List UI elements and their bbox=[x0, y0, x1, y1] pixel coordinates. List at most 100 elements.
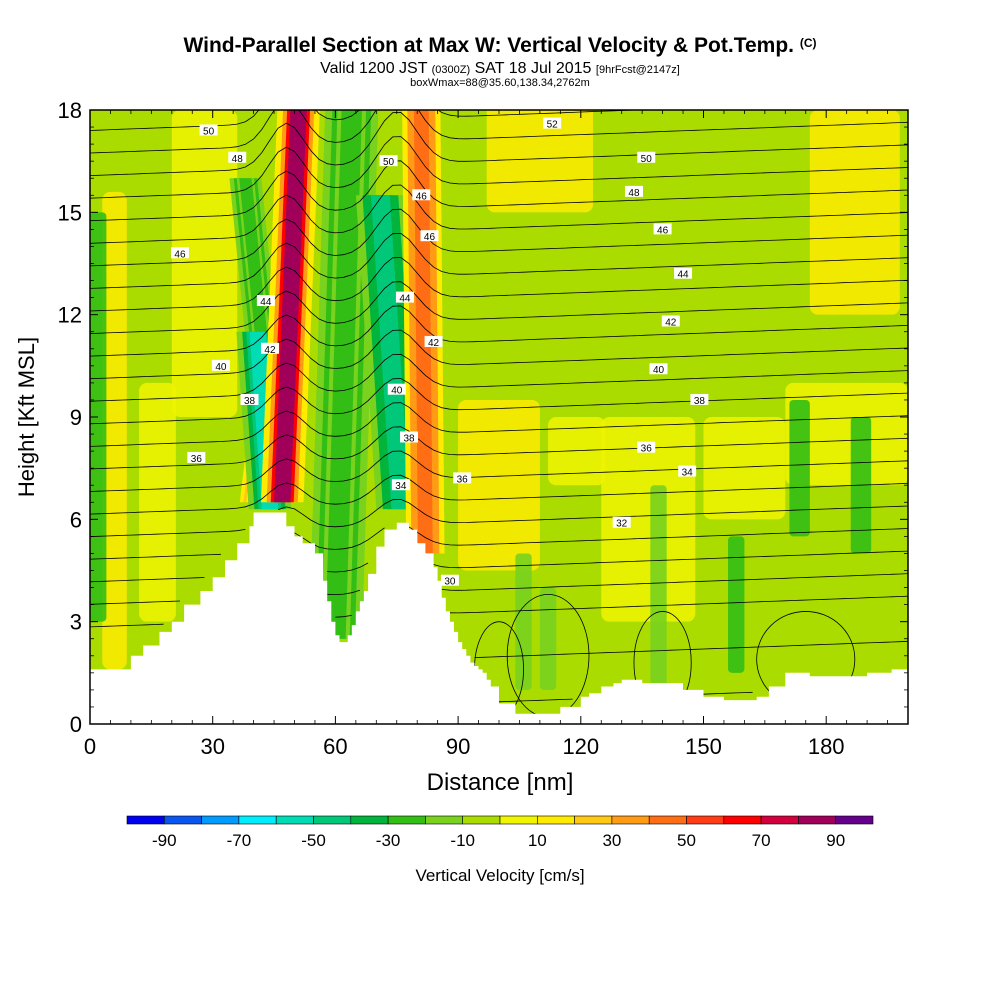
theta-label-text: 36 bbox=[641, 444, 653, 455]
colorbar-swatch bbox=[760, 815, 799, 825]
theta-label-box bbox=[612, 516, 631, 528]
colorbar-swatch bbox=[499, 815, 538, 825]
theta-contour bbox=[90, 136, 908, 199]
theta-contour-label: 42 bbox=[260, 342, 279, 356]
vertical-velocity-band bbox=[413, 110, 433, 554]
x-tick-label: 90 bbox=[446, 734, 470, 759]
theta-label-text: 34 bbox=[682, 468, 694, 479]
weak-downdraft-patch bbox=[728, 536, 745, 673]
theta-label-text: 42 bbox=[428, 338, 440, 349]
theta-contour bbox=[90, 498, 908, 538]
y-tick-label: 3 bbox=[70, 610, 82, 635]
theta-label-text: 30 bbox=[444, 577, 456, 588]
colorbar-swatch bbox=[238, 815, 277, 825]
weak-downdraft-patch bbox=[789, 399, 810, 537]
theta-label-box bbox=[379, 155, 398, 167]
theta-contour bbox=[90, 450, 908, 492]
x-tick-label: 120 bbox=[562, 734, 599, 759]
colorbar-tick-label: 90 bbox=[826, 831, 845, 850]
x-tick-label: 30 bbox=[200, 734, 224, 759]
theta-contour bbox=[90, 353, 908, 402]
theta-label-text: 32 bbox=[616, 519, 628, 530]
theta-label-text: 48 bbox=[232, 154, 244, 165]
theta-contour bbox=[90, 526, 908, 560]
theta-contour bbox=[90, 595, 908, 628]
colorbar-swatch bbox=[313, 815, 352, 825]
theta-label-text: 40 bbox=[653, 365, 665, 376]
theta-contour bbox=[90, 281, 908, 334]
colorbar-swatch bbox=[574, 815, 613, 825]
theta-contour-label: 38 bbox=[240, 393, 259, 407]
theta-label-box bbox=[543, 117, 562, 129]
x-tick-label: 60 bbox=[323, 734, 347, 759]
theta-label-box bbox=[661, 315, 680, 327]
theta-contour-label: 44 bbox=[395, 291, 414, 305]
theta-contour-label: 38 bbox=[690, 393, 709, 407]
colorbar-tick-label: 50 bbox=[677, 831, 696, 850]
boxwmax-info: boxWmax=88@35.60,138.34,2762m bbox=[410, 77, 590, 89]
colorbar-tick-label: 10 bbox=[528, 831, 547, 850]
colorbar-swatch bbox=[462, 815, 501, 825]
theta-contour-label: 34 bbox=[391, 479, 410, 492]
theta-label-box bbox=[424, 335, 443, 347]
theta-label-box bbox=[637, 151, 656, 163]
theta-label-box bbox=[170, 247, 189, 259]
weak-downdraft-patch bbox=[650, 485, 667, 690]
theta-label-text: 46 bbox=[657, 225, 669, 236]
theta-contour-label: 32 bbox=[612, 516, 631, 530]
theta-contour bbox=[90, 257, 908, 312]
theta-label-text: 38 bbox=[244, 396, 256, 407]
theta-label-box bbox=[649, 363, 668, 375]
weak-updraft-patch bbox=[601, 417, 696, 622]
theta-label-text: 46 bbox=[416, 191, 428, 202]
theta-contour-label: 40 bbox=[387, 383, 406, 397]
theta-contour-label: 42 bbox=[424, 335, 443, 349]
y-tick-label: 18 bbox=[58, 98, 82, 123]
colorbar-swatch bbox=[686, 815, 725, 825]
colorbar-swatch bbox=[798, 815, 837, 825]
theta-label-text: 36 bbox=[191, 454, 203, 465]
theta-contour-label: 42 bbox=[661, 315, 680, 328]
theta-contour-label: 34 bbox=[678, 465, 697, 479]
x-tick-label: 0 bbox=[84, 734, 96, 759]
theta-label-box bbox=[420, 230, 439, 242]
colorbar-title: Vertical Velocity [cm/s] bbox=[415, 866, 584, 885]
theta-contour-label: 52 bbox=[543, 117, 562, 131]
colorbar-swatch bbox=[126, 815, 165, 825]
theta-contour bbox=[90, 573, 908, 605]
theta-label-box bbox=[674, 267, 693, 279]
colorbar-swatch bbox=[201, 815, 240, 825]
theta-contour bbox=[90, 160, 908, 222]
theta-contour bbox=[90, 208, 908, 267]
theta-contour bbox=[90, 550, 908, 583]
colorbar-swatch bbox=[350, 815, 389, 825]
weak-updraft-patch bbox=[809, 110, 900, 315]
chart-title: Wind-Parallel Section at Max W: Vertical… bbox=[0, 34, 1000, 58]
theta-label-box bbox=[260, 342, 279, 354]
colorbar-tick-label: -30 bbox=[376, 831, 401, 850]
colorbar: -90 -70 -50 -30 -10 10 30 50 70 90 bbox=[126, 815, 874, 850]
colorbar-tick-label: -50 bbox=[301, 831, 326, 850]
copyright-mark: (C) bbox=[799, 36, 817, 50]
valid-utc: (0300Z) bbox=[431, 64, 471, 76]
colorbar-tick-label: -70 bbox=[227, 831, 252, 850]
theta-label-box bbox=[624, 185, 643, 197]
theta-label-box bbox=[400, 431, 419, 443]
theta-label-text: 44 bbox=[399, 294, 411, 305]
theta-label-text: 44 bbox=[677, 270, 689, 281]
theta-contour bbox=[90, 426, 908, 470]
y-tick-label: 12 bbox=[58, 303, 82, 328]
theta-contour bbox=[90, 110, 908, 154]
theta-contour bbox=[90, 232, 908, 289]
theta-label-box bbox=[256, 295, 275, 307]
theta-contour-label: 44 bbox=[256, 295, 275, 308]
colorbar-swatch bbox=[164, 815, 202, 825]
colorbar-tick-label: 30 bbox=[602, 831, 621, 850]
weak-updraft-patch bbox=[458, 399, 540, 571]
colorbar-swatch bbox=[536, 815, 575, 825]
theta-label-box bbox=[228, 151, 247, 163]
theta-contour bbox=[90, 402, 908, 447]
y-tick-label: 9 bbox=[70, 405, 82, 430]
terrain bbox=[90, 512, 908, 724]
